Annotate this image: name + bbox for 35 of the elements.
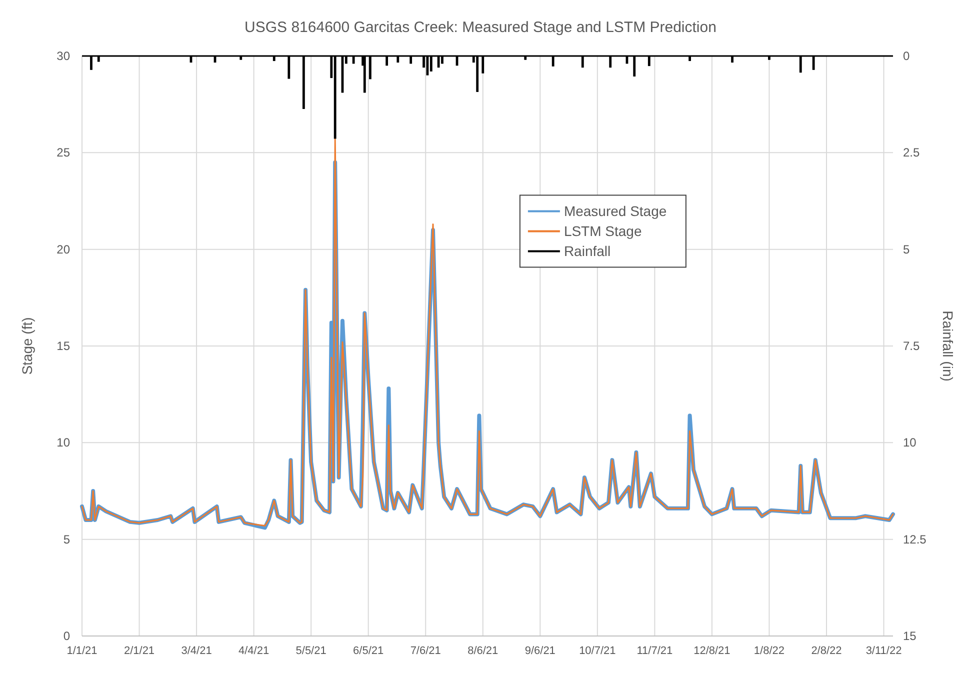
legend-label: LSTM Stage [564, 223, 642, 240]
x-tick-label: 1/1/21 [66, 645, 98, 657]
x-tick-label: 11/7/21 [636, 645, 673, 657]
x-tick-label: 3/11/22 [866, 645, 902, 657]
y2-axis-title: Rainfall (in) [940, 310, 956, 382]
y-tick-label: 5 [63, 532, 70, 546]
y2-tick-label: 0 [903, 49, 910, 63]
y-tick-label: 30 [56, 49, 70, 63]
y-tick-label: 15 [56, 339, 70, 353]
y2-tick-label: 12.5 [903, 532, 927, 546]
y-tick-label: 10 [56, 436, 70, 450]
y-tick-label: 20 [56, 242, 70, 256]
chart-title: USGS 8164600 Garcitas Creek: Measured Stage and LSTM Prediction [244, 19, 716, 36]
legend-label: Rainfall [564, 243, 611, 260]
x-tick-label: 4/4/21 [238, 645, 270, 657]
y-tick-label: 0 [63, 629, 70, 643]
y-tick-label: 25 [56, 146, 70, 160]
legend-label: Measured Stage [564, 203, 667, 220]
x-tick-label: 10/7/21 [579, 645, 616, 657]
y2-tick-label: 2.5 [903, 146, 920, 160]
y2-tick-label: 10 [903, 436, 917, 450]
x-tick-label: 1/8/22 [754, 645, 785, 657]
x-tick-label: 5/5/21 [296, 645, 326, 657]
y2-tick-label: 5 [903, 242, 910, 256]
x-tick-label: 9/6/21 [524, 645, 556, 657]
x-tick-label: 6/5/21 [353, 645, 384, 657]
x-tick-label: 2/1/21 [124, 645, 155, 657]
x-tick-label: 8/6/21 [468, 645, 498, 657]
x-tick-label: 12/8/21 [694, 645, 730, 657]
x-tick-label: 3/4/21 [181, 645, 212, 657]
y-axis-title: Stage (ft) [19, 317, 35, 375]
y2-tick-label: 7.5 [903, 339, 920, 353]
x-tick-label: 7/6/21 [410, 645, 441, 657]
y2-tick-label: 15 [903, 629, 917, 643]
x-tick-label: 2/8/22 [811, 645, 842, 657]
